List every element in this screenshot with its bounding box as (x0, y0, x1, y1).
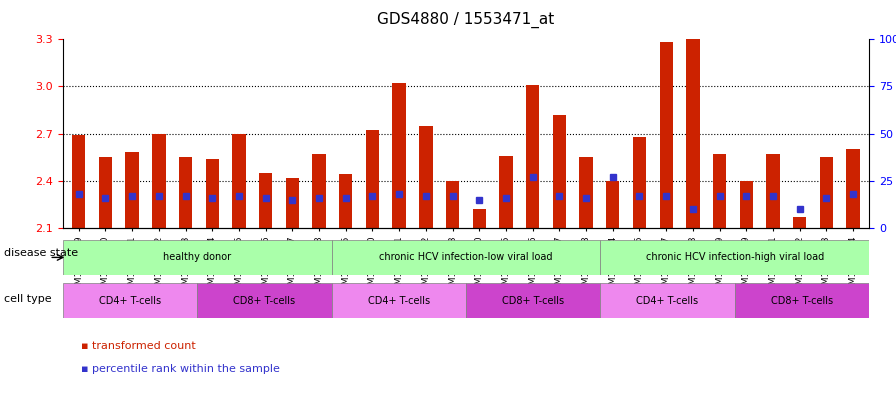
Text: CD8+ T-cells: CD8+ T-cells (771, 296, 833, 306)
FancyBboxPatch shape (735, 283, 869, 318)
Bar (499, 156, 513, 228)
Bar (72, 135, 85, 228)
Bar (286, 178, 299, 228)
Text: ▪ percentile rank within the sample: ▪ percentile rank within the sample (81, 364, 280, 375)
Bar (472, 209, 486, 228)
FancyBboxPatch shape (63, 240, 332, 275)
Bar (713, 154, 727, 228)
Text: chronic HCV infection-low viral load: chronic HCV infection-low viral load (379, 252, 553, 263)
Bar (633, 137, 646, 228)
Bar (580, 157, 593, 228)
Bar (392, 83, 406, 228)
Text: chronic HCV infection-high viral load: chronic HCV infection-high viral load (646, 252, 823, 263)
Bar (606, 181, 619, 228)
Text: CD8+ T-cells: CD8+ T-cells (233, 296, 296, 306)
Bar (526, 85, 539, 228)
Bar (820, 157, 833, 228)
Bar (766, 154, 780, 228)
Bar (659, 42, 673, 228)
Bar (125, 152, 139, 228)
Text: healthy donor: healthy donor (163, 252, 231, 263)
FancyBboxPatch shape (197, 283, 332, 318)
Text: ▪ transformed count: ▪ transformed count (81, 341, 195, 351)
Bar (152, 134, 166, 228)
FancyBboxPatch shape (600, 240, 869, 275)
FancyBboxPatch shape (332, 240, 600, 275)
Bar (205, 159, 219, 228)
Bar (339, 174, 352, 228)
Text: disease state: disease state (4, 248, 79, 259)
Bar (793, 217, 806, 228)
Text: CD4+ T-cells: CD4+ T-cells (367, 296, 430, 306)
FancyBboxPatch shape (466, 283, 600, 318)
Bar (259, 173, 272, 228)
Bar (99, 157, 112, 228)
Bar (232, 134, 246, 228)
Bar (847, 149, 860, 228)
Bar (553, 115, 566, 228)
Text: CD4+ T-cells: CD4+ T-cells (99, 296, 161, 306)
Bar (313, 154, 326, 228)
FancyBboxPatch shape (63, 283, 197, 318)
Bar (366, 130, 379, 228)
FancyBboxPatch shape (332, 283, 466, 318)
FancyBboxPatch shape (600, 283, 735, 318)
Bar (446, 181, 460, 228)
Text: cell type: cell type (4, 294, 52, 304)
Bar (179, 157, 193, 228)
Text: CD4+ T-cells: CD4+ T-cells (636, 296, 699, 306)
Text: CD8+ T-cells: CD8+ T-cells (502, 296, 564, 306)
Bar (686, 39, 700, 228)
Bar (739, 181, 753, 228)
Bar (419, 126, 433, 228)
Text: GDS4880 / 1553471_at: GDS4880 / 1553471_at (377, 12, 555, 28)
